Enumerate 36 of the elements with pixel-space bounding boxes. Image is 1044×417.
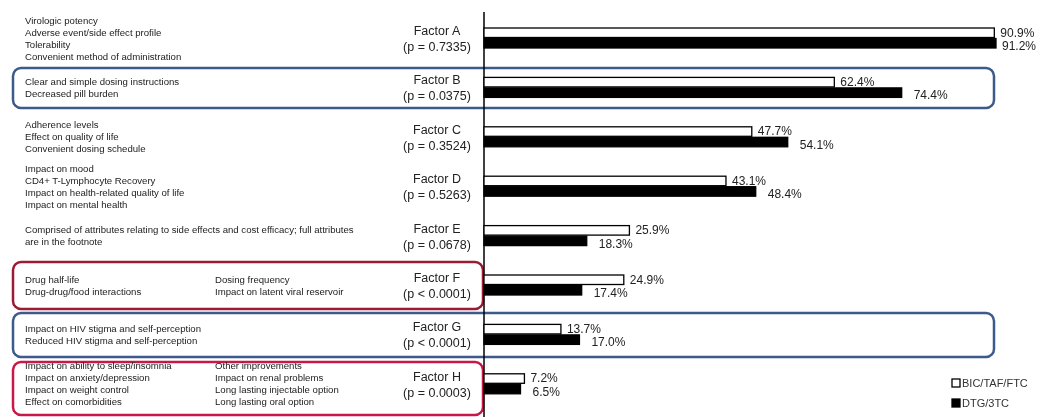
data-label: 17.4%	[593, 286, 629, 300]
text: Dosing frequency Impact on latent viral reservoir	[215, 273, 345, 297]
text: Other improvements Impact on renal problems Long lasting injectable option Long lasting oral option	[215, 360, 339, 408]
data-label: 17.0%	[591, 335, 626, 350]
data-label: 62.4%	[840, 74, 875, 89]
data-label: 90.9%	[1000, 25, 1035, 40]
text: Drug half-life Drug-drug/food interactions	[25, 273, 142, 297]
text: Clear and simple dosing instructions Decreased pill burden	[25, 75, 180, 99]
data-label: 43.1%	[731, 173, 767, 188]
text: Impact on HIV stigma and self-perception Reduced HIV stigma and self-perception	[25, 322, 201, 346]
data-label: 48.4%	[767, 187, 803, 202]
data-label: 7.2%	[530, 371, 559, 386]
text: Comprised of attributes relating to side effects and cost efficacy; full attributes are in the footnote	[25, 224, 354, 248]
legend-label: DTG/3TC	[962, 397, 1010, 409]
data-label: 47.7%	[757, 124, 793, 139]
y-tick-label: Factor D (p = 0.5263)	[403, 172, 471, 203]
y-tick-label: Factor G (p < 0.0001)	[403, 320, 471, 351]
legend-label: BIC/TAF/FTC	[962, 377, 1028, 389]
y-tick-label: Factor E (p = 0.0678)	[403, 221, 471, 252]
y-tick-label: Factor H (p = 0.0003)	[403, 369, 471, 400]
y-tick-label: Factor F (p < 0.0001)	[403, 271, 471, 301]
text: Impact on ability to sleep/insomnia Impact on anxiety/depression Impact on weight control Effect on comorbidities	[25, 360, 173, 408]
y-tick-label: Factor A (p = 0.7335)	[403, 24, 471, 54]
data-label: 6.5%	[532, 384, 561, 399]
data-label: 91.2%	[1002, 39, 1037, 53]
y-tick-label: Factor C (p = 0.3524)	[403, 122, 471, 153]
data-label: 24.9%	[629, 272, 665, 287]
text: Adherence levels Effect on quality of life Convenient dosing schedule	[25, 119, 146, 155]
data-label: 74.4%	[913, 88, 949, 103]
data-label: 13.7%	[566, 321, 602, 336]
data-label: 18.3%	[598, 236, 634, 251]
data-label: 25.9%	[635, 223, 670, 238]
text: Virologic potency Adverse event/side effect profile Tolerability Convenient method of administration	[25, 14, 182, 62]
data-label: 54.1%	[799, 137, 835, 152]
text: Impact on mood CD4+ T-Lymphocyte Recovery Impact on health-related quality of life Impact on mental health	[25, 162, 185, 210]
y-tick-label: Factor B (p = 0.0375)	[403, 73, 471, 104]
